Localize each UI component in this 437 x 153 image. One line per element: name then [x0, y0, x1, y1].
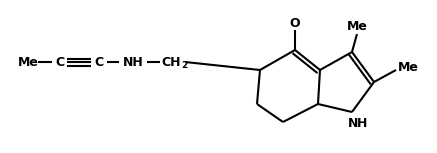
Text: CH: CH — [161, 56, 181, 69]
Text: C: C — [55, 56, 65, 69]
Text: Me: Me — [347, 19, 368, 32]
Text: Me: Me — [398, 60, 419, 73]
Text: C: C — [94, 56, 104, 69]
Text: H: H — [357, 116, 367, 129]
Text: Me: Me — [18, 56, 39, 69]
Text: O: O — [290, 17, 300, 30]
Text: N: N — [348, 116, 358, 129]
Text: NH: NH — [123, 56, 143, 69]
Text: 2: 2 — [181, 61, 187, 70]
